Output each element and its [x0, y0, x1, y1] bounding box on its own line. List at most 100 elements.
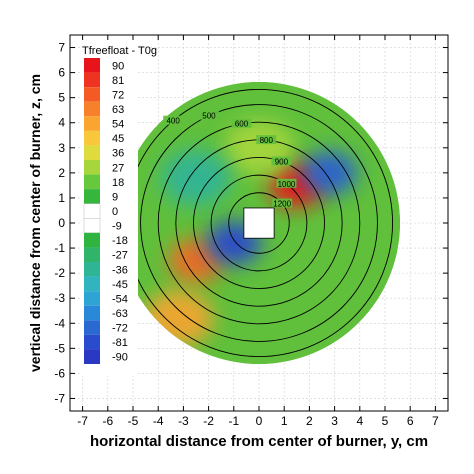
contour-label-bg — [272, 198, 293, 208]
legend-swatch — [84, 58, 100, 73]
legend-label: 18 — [112, 177, 124, 189]
y-tick-label: 6 — [58, 66, 65, 80]
legend-label: -36 — [112, 264, 128, 276]
legend-label: -54 — [112, 293, 128, 305]
y-tick-label: -3 — [54, 291, 65, 305]
legend-swatch — [84, 72, 100, 88]
legend-label: -18 — [112, 235, 128, 247]
x-tick-label: 0 — [256, 414, 263, 428]
x-tick-label: -6 — [102, 414, 113, 428]
legend-label: 54 — [112, 119, 124, 131]
x-tick-label: -3 — [178, 414, 189, 428]
contour-label: 800 — [260, 136, 274, 145]
y-tick-label: -7 — [54, 391, 65, 405]
y-tick-label: 4 — [58, 116, 65, 130]
contour-label: 900 — [275, 157, 289, 166]
x-tick-label: -2 — [203, 414, 214, 428]
contour-label-bg — [198, 110, 219, 120]
contour-line — [157, 121, 361, 325]
y-axis-title: vertical distance from center of burner,… — [27, 74, 43, 372]
contour-line — [210, 174, 308, 272]
y-tick-label: 5 — [58, 91, 65, 105]
legend-label: -72 — [112, 323, 128, 335]
x-tick-label: 7 — [432, 414, 439, 428]
x-tick-label: 3 — [331, 414, 338, 428]
x-tick-label: 1 — [281, 414, 288, 428]
legend-label: -81 — [112, 337, 128, 349]
legend-swatch — [84, 101, 100, 117]
legend-label: 81 — [112, 75, 124, 87]
legend-swatch — [84, 145, 100, 160]
legend-label: 0 — [112, 206, 118, 218]
legend-title: Tfreefloat - T0g — [82, 45, 157, 57]
legend-label: -63 — [112, 308, 128, 320]
legend-swatch — [84, 174, 100, 190]
legend-label: -90 — [112, 352, 128, 364]
legend-label: 63 — [112, 104, 124, 116]
legend-label: -45 — [112, 279, 128, 291]
legend-swatch — [84, 334, 100, 350]
contour-line — [193, 157, 325, 289]
legend-swatch — [84, 189, 100, 204]
x-tick-label: -5 — [128, 414, 139, 428]
legend-swatch — [84, 291, 100, 306]
y-tick-label: -6 — [54, 366, 65, 380]
contour-label-bg — [163, 115, 184, 125]
contour-label-bg — [271, 156, 292, 166]
x-axis-ticks: -7 -6 -5 -4 -3 -2 -1 0 1 2 3 4 5 6 7 — [77, 35, 439, 428]
x-axis-title: horizontal distance from center of burne… — [90, 433, 428, 450]
cold-lobe — [160, 149, 232, 207]
legend-swatch — [84, 116, 100, 131]
x-tick-label: 4 — [356, 414, 363, 428]
legend-swatch — [83, 218, 101, 234]
y-tick-label: 0 — [58, 216, 65, 230]
x-tick-label: 2 — [306, 414, 313, 428]
contour-line — [228, 192, 290, 254]
y-tick-label: 3 — [58, 141, 65, 155]
y-tick-label: 2 — [58, 166, 65, 180]
legend-swatch — [84, 160, 100, 175]
legend-swatch — [84, 276, 100, 292]
temperature-field — [117, 81, 401, 365]
legend-label: 45 — [112, 133, 124, 145]
legend-swatch — [83, 203, 101, 219]
legend-swatch — [84, 320, 100, 335]
burner-core — [243, 207, 275, 239]
legend-label: -9 — [112, 221, 122, 233]
contour-label-bg — [231, 118, 252, 128]
legend-label: -27 — [112, 250, 128, 262]
contour-line — [140, 104, 378, 342]
y-tick-label: -5 — [54, 341, 65, 355]
color-legend: Tfreefloat - T0g 90817263544536271890-9-… — [80, 40, 157, 376]
legend-swatch — [84, 247, 100, 262]
contour-label: 400 — [166, 117, 180, 126]
y-tick-label: -4 — [54, 316, 65, 330]
legend-label: 36 — [112, 148, 124, 160]
legend-swatch — [84, 349, 100, 364]
contour-label: 1200 — [273, 200, 291, 209]
contour-label-bg — [256, 135, 277, 145]
y-tick-label: -1 — [54, 241, 65, 255]
legend-swatch — [84, 232, 100, 248]
legend-swatch — [84, 262, 100, 277]
legend-label: 27 — [112, 162, 124, 174]
x-tick-label: -1 — [228, 414, 239, 428]
x-tick-label: -7 — [77, 414, 88, 428]
legend-swatch — [84, 87, 100, 102]
x-tick-label: -4 — [153, 414, 164, 428]
legend-label: 72 — [112, 89, 124, 101]
legend-label: 90 — [112, 60, 124, 72]
x-tick-label: 6 — [407, 414, 414, 428]
contour-label: 600 — [235, 120, 249, 129]
contour-label-bg — [276, 178, 297, 188]
contour-label: 1000 — [278, 180, 296, 189]
legend-swatch — [84, 305, 100, 321]
legend-swatch — [84, 130, 100, 146]
y-tick-label: 1 — [58, 191, 65, 205]
contour-label: 500 — [202, 112, 216, 121]
legend-label: 9 — [112, 191, 118, 203]
y-tick-label: 7 — [58, 41, 65, 55]
y-tick-label: -2 — [54, 266, 65, 280]
